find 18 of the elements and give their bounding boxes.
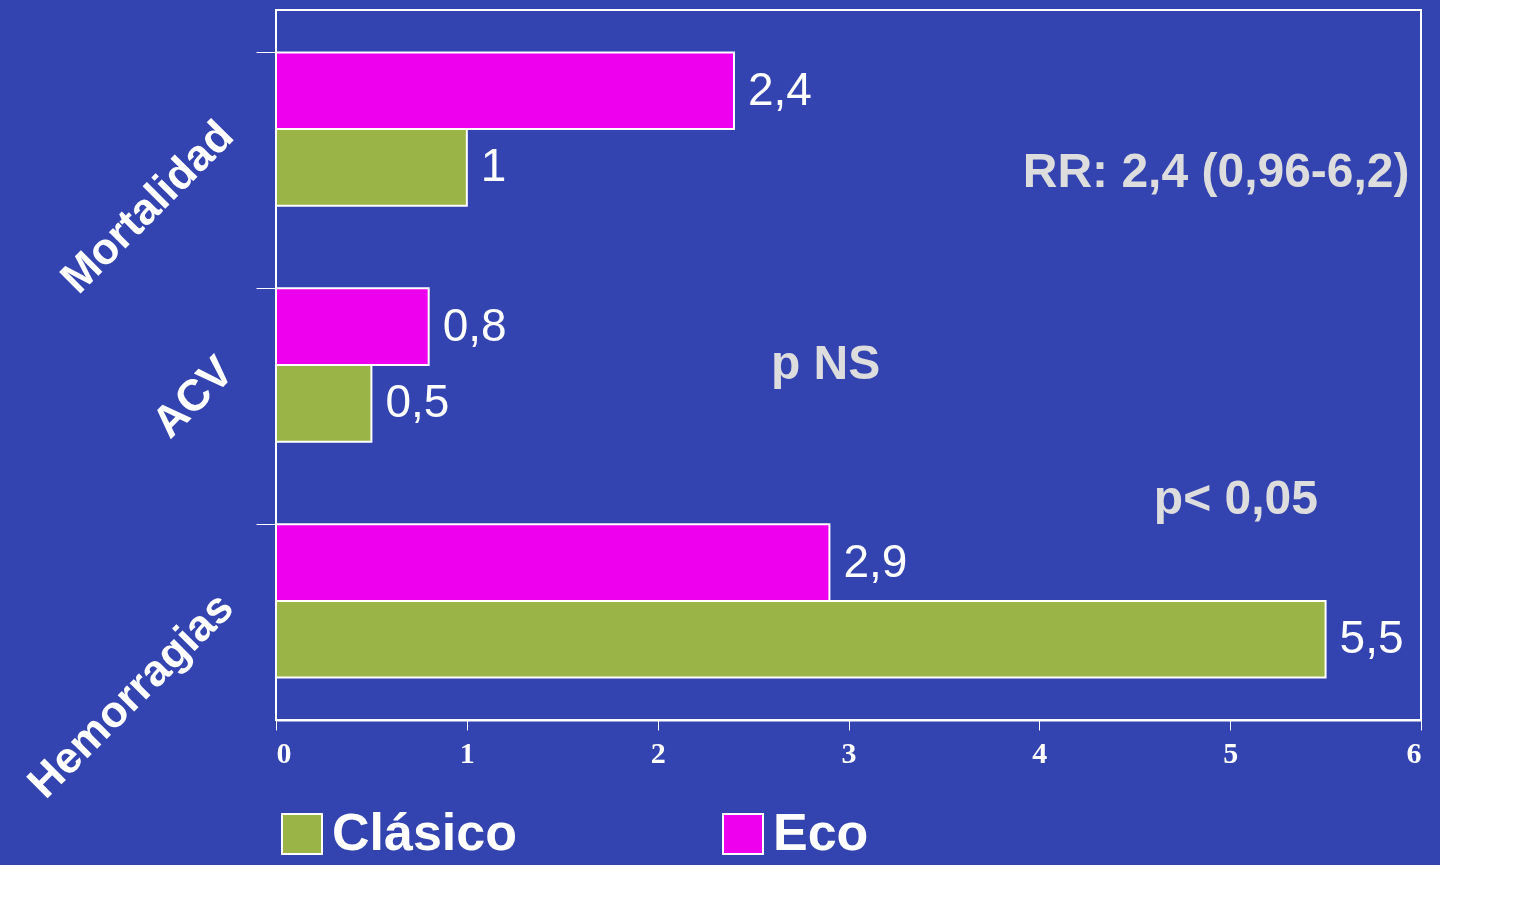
data-label: 5,5: [1339, 611, 1404, 664]
data-label: 0,8: [442, 298, 507, 351]
data-label: 0,5: [385, 375, 450, 428]
x-tick-label: 6: [1406, 735, 1422, 769]
x-tick-label: 5: [1223, 735, 1239, 769]
data-label: 2,4: [748, 62, 812, 115]
x-tick-label: 2: [650, 735, 666, 769]
annotation: p< 0,05: [1153, 470, 1318, 524]
annotation: p NS: [770, 336, 881, 389]
legend-label: Clásico: [332, 803, 517, 861]
data-label: 1: [480, 139, 507, 192]
x-tick-label: 4: [1032, 735, 1048, 769]
x-tick-label: 3: [841, 735, 857, 769]
annotation: RR: 2,4 (0,96-6,2): [1022, 144, 1410, 198]
data-label: 2,9: [843, 534, 908, 587]
x-tick-label: 0: [276, 735, 292, 769]
x-tick-label: 1: [459, 735, 475, 769]
legend-label: Eco: [773, 803, 869, 861]
